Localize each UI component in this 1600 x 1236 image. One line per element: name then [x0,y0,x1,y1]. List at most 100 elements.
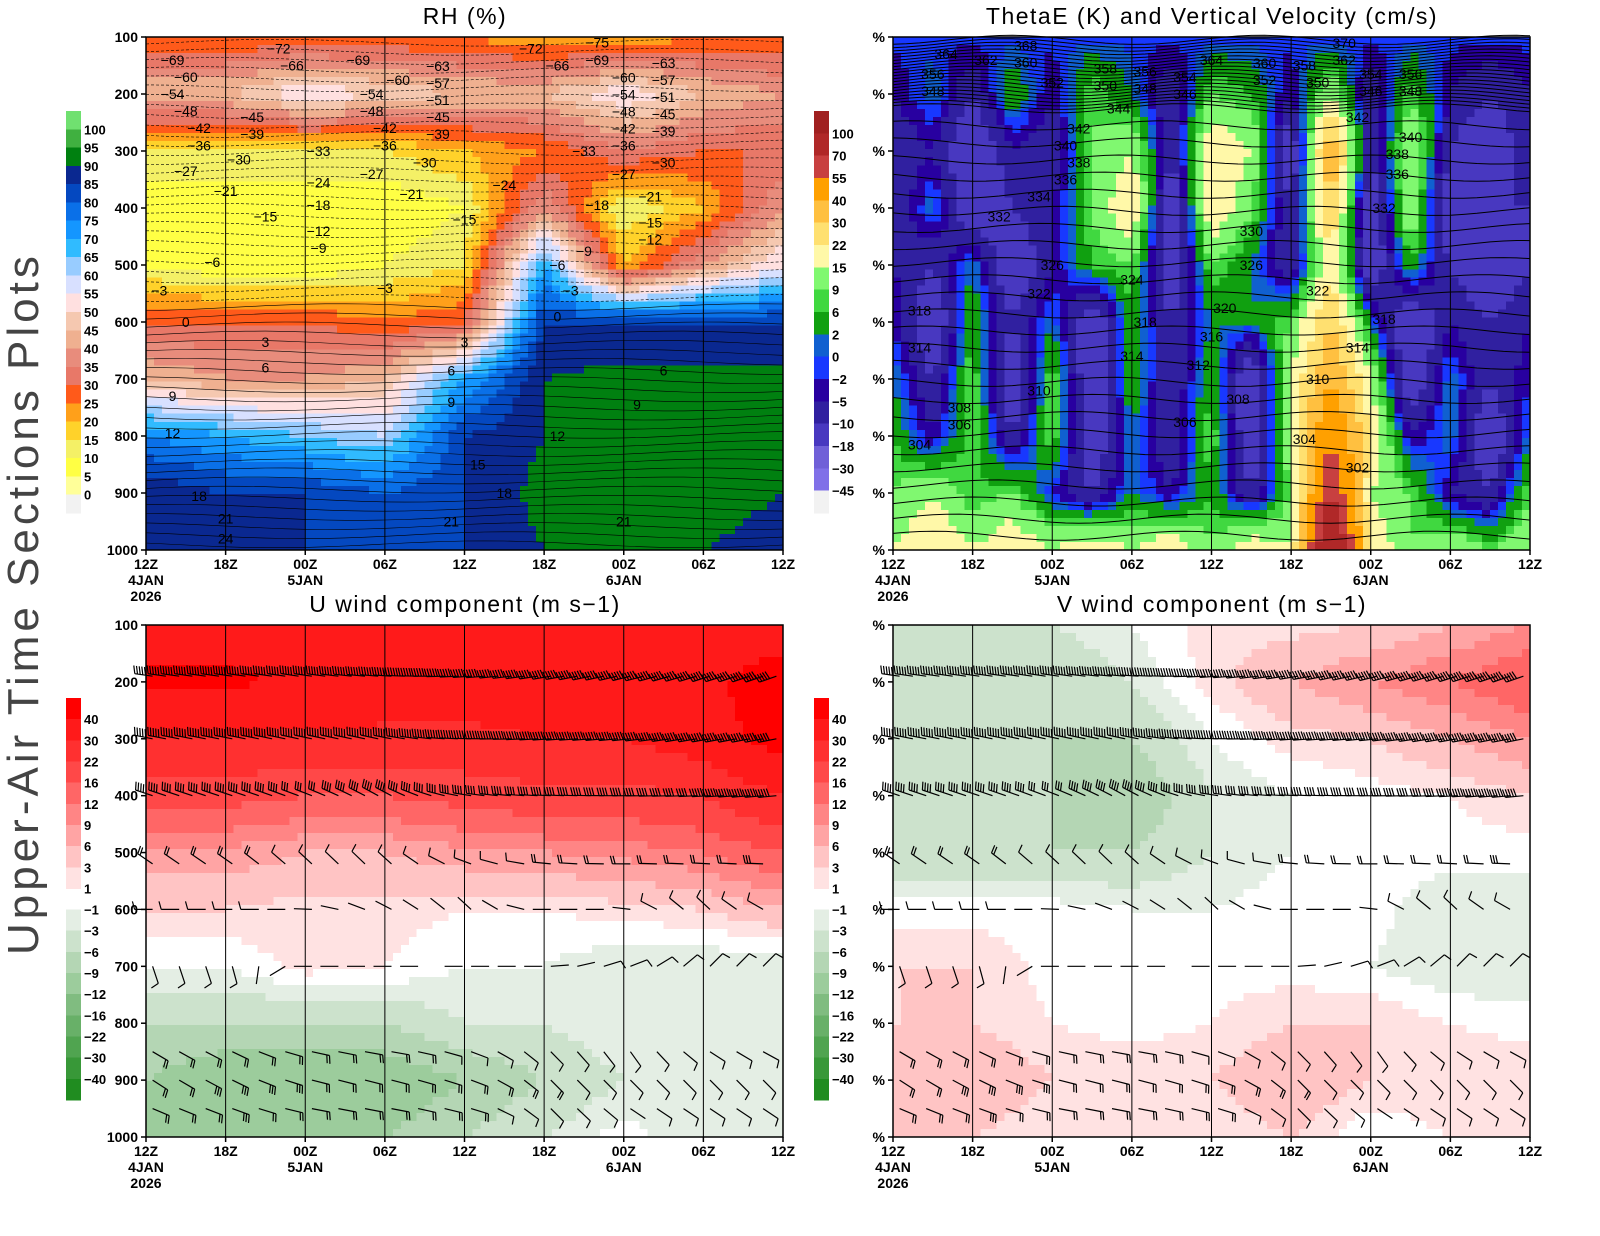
field-cell [321,397,330,407]
field-cell [711,453,720,463]
field-cell [329,445,338,455]
field-cell [257,181,267,190]
field-cell [488,181,497,190]
field-cell [464,253,474,263]
field-cell [512,373,521,383]
field-cell [353,93,362,102]
field-cell [496,365,505,375]
field-cell [153,517,163,527]
field-cell [687,181,697,190]
field-cell [695,253,704,263]
field-cell [321,525,330,535]
field-cell [615,261,625,271]
field-cell [703,173,712,182]
field-cell [472,189,482,198]
field-cell [281,189,290,198]
field-cell [416,293,426,303]
field-cell [504,429,513,439]
field-cell [305,373,314,383]
field-cell [305,133,314,142]
field-cell [233,261,243,271]
field-cell [751,309,760,319]
field-cell [775,125,784,134]
field-cell [583,285,593,295]
field-cell [544,325,553,335]
field-cell [225,493,235,503]
field-cell [520,373,529,383]
field-cell [201,117,211,126]
field-cell [161,85,171,94]
field-cell [257,141,267,150]
field-cell [185,341,195,351]
field-cell [536,469,545,479]
field-cell [711,389,720,399]
field-cell [297,453,306,463]
field-cell [512,389,521,399]
field-cell [568,93,577,102]
field-cell [225,397,235,407]
field-cell [225,381,235,391]
field-cell [193,77,203,86]
field-cell [504,77,513,86]
field-cell [305,77,314,86]
field-cell [751,525,760,535]
field-cell [751,509,760,519]
field-cell [695,341,704,351]
field-cell [512,445,521,455]
field-cell [169,157,179,166]
field-cell [424,85,434,94]
field-cell [512,293,521,303]
field-cell [623,165,633,174]
field-cell [153,245,163,255]
field-cell [695,213,704,222]
field-cell [568,109,577,118]
field-cell [249,173,259,182]
field-cell [153,429,163,439]
field-cell [416,45,426,54]
field-cell [337,325,346,335]
field-cell [432,125,442,134]
field-cell [727,229,736,238]
field-cell [671,397,681,407]
field-cell [225,53,235,62]
field-cell [424,245,434,255]
field-cell [575,213,585,222]
field-cell [416,221,426,230]
field-cell [663,261,673,271]
field-cell [408,485,418,495]
field-cell [225,333,235,343]
field-cell [480,429,489,439]
field-cell [767,125,776,134]
field-cell [424,93,434,102]
field-cell [185,189,195,198]
field-cell [488,173,497,182]
field-cell [639,69,649,78]
field-cell [591,109,601,118]
field-cell [281,237,290,247]
field-cell [536,269,545,279]
field-cell [520,309,529,319]
field-cell [520,141,529,150]
field-cell [313,421,322,431]
field-cell [329,517,338,527]
field-cell [480,325,489,335]
field-cell [249,485,259,495]
field-cell [185,413,195,423]
field-cell [480,133,489,142]
field-cell [281,53,290,62]
field-cell [313,269,322,279]
field-cell [671,157,681,166]
field-cell [671,317,681,327]
field-cell [512,69,521,78]
field-cell [368,93,378,102]
field-cell [281,453,290,463]
field-cell [209,133,219,142]
field-cell [639,45,649,54]
field-cell [671,253,681,263]
field-cell [599,485,609,495]
field-cell [329,501,338,511]
field-cell [384,37,394,46]
field-cell [177,197,187,206]
field-cell [440,501,450,511]
field-cell [671,421,681,431]
